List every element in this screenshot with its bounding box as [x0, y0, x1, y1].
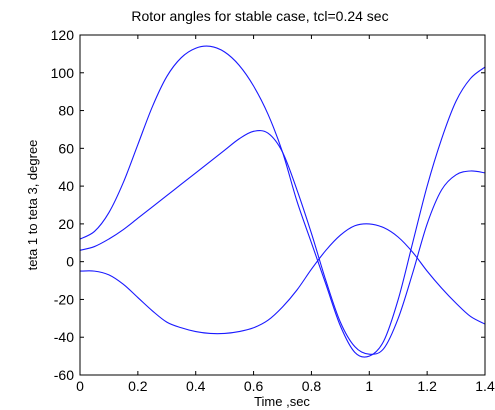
x-tick-label: 1.2 — [417, 378, 437, 394]
x-tick-label: 0.6 — [244, 378, 264, 394]
x-tick-label: 1 — [365, 378, 373, 394]
y-tick-label: -40 — [54, 329, 74, 345]
y-tick-label: 80 — [58, 103, 74, 119]
chart-title: Rotor angles for stable case, tcl=0.24 s… — [131, 8, 388, 24]
plot-frame — [79, 34, 486, 376]
series-line-1 — [79, 45, 486, 358]
y-tick-label: 120 — [51, 27, 75, 43]
y-axis-ticks: -60 -40 -20 0 20 40 60 80 100 120 — [51, 27, 485, 383]
x-axis-ticks: 0 0.2 0.4 0.6 0.8 1 1.2 1.4 — [76, 35, 495, 394]
x-tick-label: 0.8 — [302, 378, 322, 394]
y-tick-label: 40 — [58, 178, 74, 194]
y-tick-label: -60 — [54, 367, 74, 383]
series-line-3 — [79, 223, 486, 335]
x-tick-label: 0.2 — [128, 378, 148, 394]
series-line-2 — [79, 130, 486, 355]
y-tick-label: -20 — [54, 291, 74, 307]
x-tick-label: 0.4 — [186, 378, 206, 394]
x-tick-label: 1.4 — [475, 378, 495, 394]
x-axis-label: Time ,sec — [254, 394, 310, 409]
y-axis-label: teta 1 to teta 3, degree — [25, 140, 40, 271]
y-tick-label: 20 — [58, 216, 74, 232]
y-tick-label: 100 — [51, 65, 75, 81]
plot-lines — [79, 45, 486, 358]
x-tick-label: 0 — [76, 378, 84, 394]
y-tick-label: 0 — [66, 254, 74, 270]
y-tick-label: 60 — [58, 140, 74, 156]
